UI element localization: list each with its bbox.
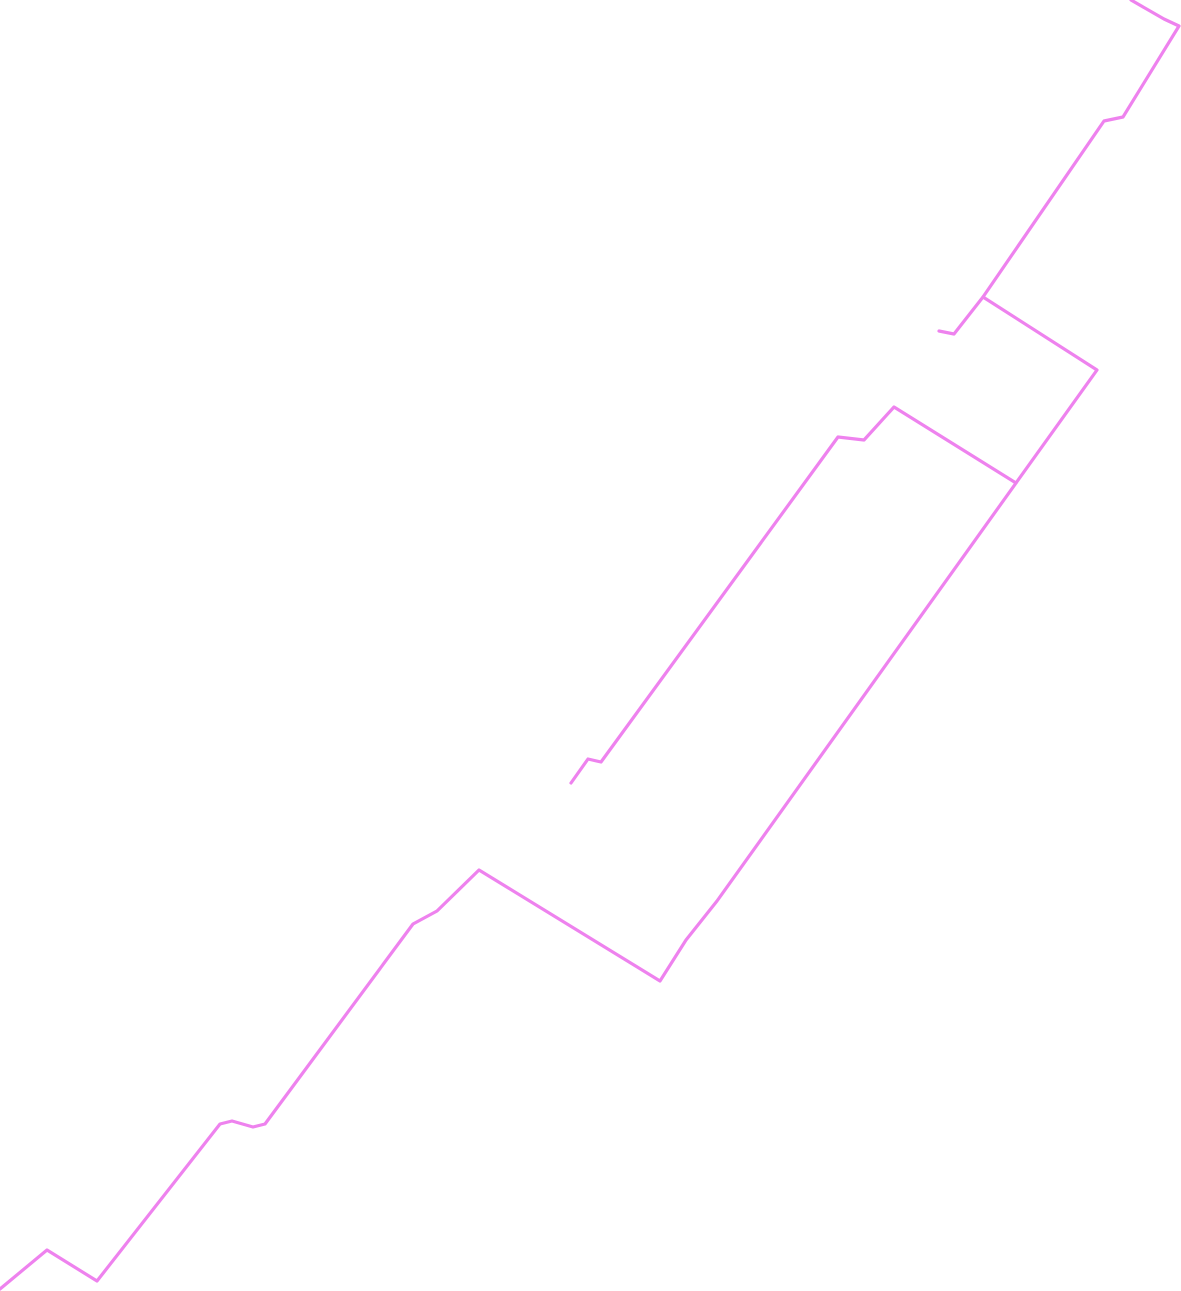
route-line-spur-west-upper[interactable]	[569, 405, 1018, 785]
route-line-spur-east-upper[interactable]	[937, 295, 985, 336]
